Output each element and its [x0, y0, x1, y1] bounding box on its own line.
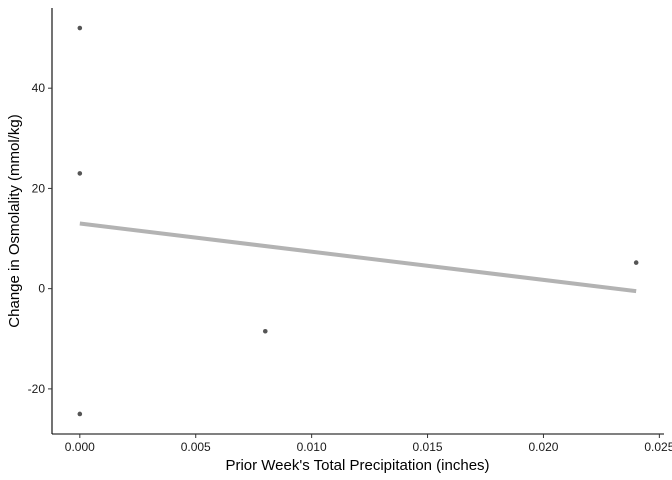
data-point — [77, 171, 83, 176]
axes: 0.000 0.005 0.010 0.015 0.020 0.025 -20 0 20 40 — [28, 8, 672, 454]
x-tick-label: 0.015 — [413, 440, 443, 454]
x-tick-label: 0.025 — [644, 440, 672, 454]
plot-area — [77, 25, 639, 417]
y-axis-title: Change in Osmolality (mmol/kg) — [6, 114, 23, 327]
data-point — [633, 260, 639, 265]
y-tick-label: 0 — [38, 282, 45, 296]
data-point — [262, 328, 268, 334]
x-axis-title: Prior Week's Total Precipitation (inches… — [225, 457, 489, 474]
x-tick-label: 0.010 — [297, 440, 327, 454]
data-point — [77, 411, 83, 417]
x-tick-label: 0.000 — [65, 440, 95, 454]
y-tick-label: 40 — [32, 81, 46, 95]
data-point — [77, 25, 83, 31]
y-tick-label: -20 — [28, 382, 46, 396]
y-tick-label: 20 — [32, 181, 46, 195]
trend-line — [79, 221, 637, 294]
x-tick-label: 0.020 — [528, 440, 558, 454]
x-tick-label: 0.005 — [181, 440, 211, 454]
